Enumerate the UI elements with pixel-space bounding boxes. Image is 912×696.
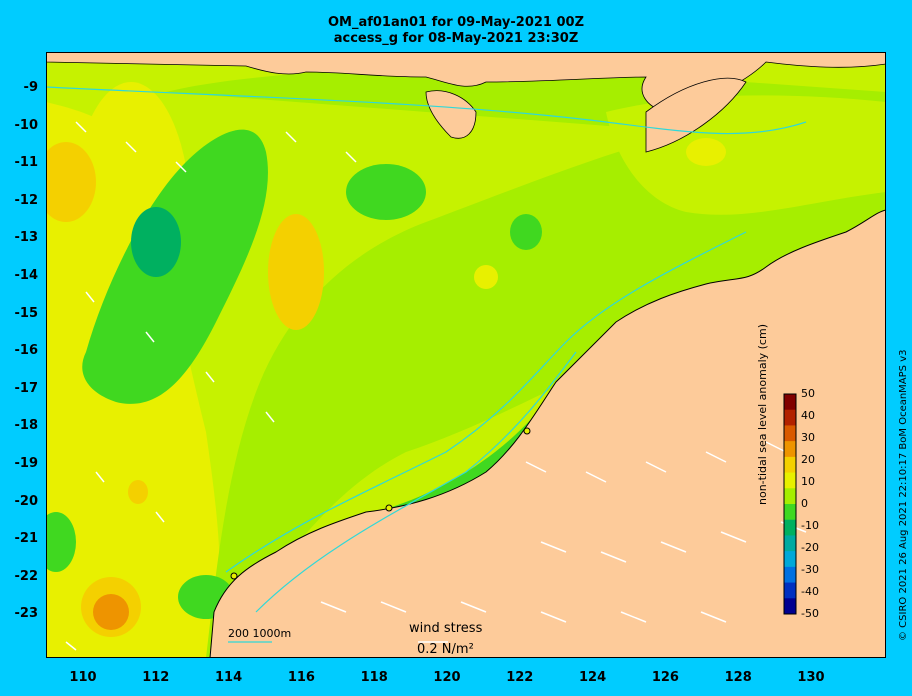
lon-tick-label: 122 <box>506 670 534 685</box>
colorbar-tick-label: 20 <box>801 453 815 466</box>
colorbar-tick-label: -40 <box>801 585 819 598</box>
colorbar-segment <box>784 425 796 442</box>
lon-tick-label: 124 <box>579 670 607 685</box>
colorbar-segment <box>784 504 796 521</box>
lat-tick-label: -11 <box>14 155 39 171</box>
lat-tick-label: -23 <box>14 606 39 622</box>
lat-tick-label: -15 <box>14 305 39 321</box>
lat-tick-label: -14 <box>14 268 39 283</box>
lon-tick-label: 120 <box>433 670 461 685</box>
colorbar-tick-label: 40 <box>801 409 815 422</box>
colorbar-tick-label: 50 <box>801 387 815 400</box>
lon-tick-label: 114 <box>215 670 243 685</box>
lat-tick-label: -13 <box>14 230 39 246</box>
colorbar-segment <box>784 598 796 615</box>
colorbar-segment <box>784 394 796 411</box>
colorbar-segment <box>784 566 796 584</box>
lat-tick-label: -21 <box>14 531 39 547</box>
depth-scale-label: 200 1000m <box>228 627 292 640</box>
colorbar-segment <box>784 456 796 474</box>
lat-tick-label: -12 <box>14 192 39 208</box>
colorbar <box>783 393 797 615</box>
colorbar-segment <box>784 582 796 599</box>
lat-tick-label: -20 <box>14 493 39 509</box>
lat-tick-label: -9 <box>23 80 38 95</box>
wind-arrows <box>65 121 807 651</box>
colorbar-segment <box>784 488 796 505</box>
lat-tick-label: -10 <box>14 117 39 133</box>
lon-tick-label: 118 <box>360 670 388 685</box>
lon-tick-label: 110 <box>69 670 97 685</box>
lat-tick-label: -19 <box>14 456 39 471</box>
australia-land <box>209 209 886 658</box>
colorbar-tick-label: 10 <box>801 475 815 488</box>
lat-tick-label: -22 <box>14 568 39 584</box>
colorbar-segment <box>784 472 796 489</box>
map-title-line1: OM_af01an01 for 09-May-2021 00Z <box>327 15 585 30</box>
colorbar-segment <box>784 519 796 536</box>
colorbar-tick-label: 0 <box>801 497 808 510</box>
sumba-island <box>425 90 477 139</box>
map-title-line2: access_g for 08-May-2021 23:30Z <box>333 31 579 46</box>
colorbar-tick-label: 30 <box>801 431 815 444</box>
colorbar-segment <box>784 409 796 426</box>
colorbar-tick-label: -30 <box>801 563 819 576</box>
colorbar-segment <box>784 535 796 552</box>
credit-text: © CSIRO 2021 26 Aug 2021 22:10:17 BoM Oc… <box>898 349 909 642</box>
colorbar-tick-label: -20 <box>801 541 819 554</box>
timor-island <box>645 77 747 153</box>
wind-stress-value: 0.2 N/m² <box>417 642 474 657</box>
colorbar-title: non-tidal sea level anomaly (cm) <box>756 324 769 505</box>
lon-tick-label: 112 <box>142 670 170 685</box>
lon-tick-label: 126 <box>651 670 679 685</box>
lon-tick-label: 130 <box>797 670 825 685</box>
wind-stress-label: wind stress <box>409 621 483 636</box>
sea-level-map <box>46 52 886 658</box>
colorbar-segment <box>784 441 796 458</box>
lon-tick-label: 116 <box>287 670 315 685</box>
colorbar-tick-label: -10 <box>801 519 819 532</box>
lat-tick-label: -16 <box>14 343 39 359</box>
colorbar-tick-label: -50 <box>801 607 819 620</box>
lat-tick-label: -17 <box>14 380 39 396</box>
lat-tick-label: -18 <box>14 418 39 434</box>
lon-tick-label: 128 <box>724 670 752 685</box>
colorbar-segment <box>784 551 796 568</box>
